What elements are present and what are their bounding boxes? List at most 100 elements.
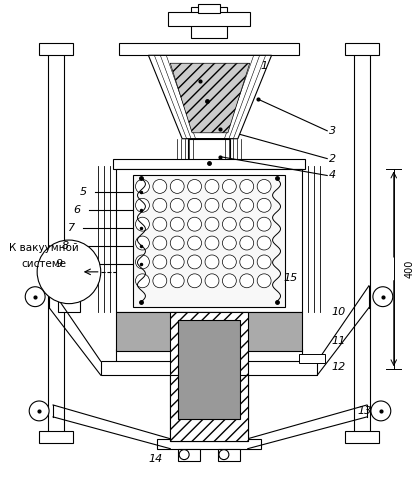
Circle shape [240, 198, 254, 212]
Circle shape [29, 401, 49, 421]
Bar [116, 168, 302, 312]
Circle shape [205, 236, 219, 250]
Text: 4: 4 [329, 170, 336, 180]
Circle shape [257, 198, 271, 212]
Circle shape [135, 217, 149, 231]
Bar [168, 12, 250, 26]
Bar [39, 431, 73, 442]
Bar [116, 350, 302, 363]
Circle shape [257, 274, 271, 287]
Circle shape [135, 236, 149, 250]
Circle shape [170, 274, 184, 287]
Circle shape [188, 180, 201, 194]
Circle shape [240, 180, 254, 194]
Circle shape [222, 255, 236, 269]
Text: К вакуумной: К вакуумной [9, 243, 79, 253]
Circle shape [170, 180, 184, 194]
Bar [345, 44, 379, 56]
Circle shape [222, 180, 236, 194]
Text: 6: 6 [74, 206, 81, 216]
Circle shape [170, 217, 184, 231]
Text: 15: 15 [283, 273, 298, 283]
Bar [345, 431, 379, 442]
Circle shape [170, 198, 184, 212]
Circle shape [188, 255, 201, 269]
Circle shape [205, 180, 219, 194]
Text: 5: 5 [80, 188, 87, 198]
Text: 13: 13 [357, 406, 371, 416]
Circle shape [188, 198, 201, 212]
Circle shape [240, 255, 254, 269]
Text: 11: 11 [331, 336, 345, 346]
Bar [218, 448, 240, 460]
Bar [299, 354, 325, 363]
Circle shape [373, 287, 393, 306]
Text: системе: системе [21, 259, 66, 269]
Text: 400: 400 [405, 260, 415, 278]
Bar [188, 138, 230, 166]
Bar [39, 44, 73, 56]
Circle shape [371, 401, 391, 421]
Circle shape [170, 255, 184, 269]
Circle shape [179, 450, 189, 460]
Bar [170, 312, 248, 440]
Bar [354, 44, 370, 434]
Bar [58, 242, 80, 254]
Bar [133, 176, 285, 306]
Text: 1: 1 [261, 61, 268, 71]
Polygon shape [170, 63, 250, 133]
Bar [101, 362, 317, 375]
Circle shape [135, 274, 149, 287]
Circle shape [170, 236, 184, 250]
Bar [48, 44, 64, 434]
Circle shape [257, 180, 271, 194]
Circle shape [135, 180, 149, 194]
Circle shape [135, 255, 149, 269]
Circle shape [219, 450, 229, 460]
Text: 3: 3 [329, 126, 336, 136]
Circle shape [205, 217, 219, 231]
Circle shape [222, 274, 236, 287]
Bar [119, 44, 299, 56]
Circle shape [240, 236, 254, 250]
Circle shape [153, 198, 167, 212]
Circle shape [153, 217, 167, 231]
Bar [58, 300, 80, 312]
Circle shape [188, 217, 201, 231]
Bar [198, 4, 220, 13]
Circle shape [205, 255, 219, 269]
Circle shape [135, 198, 149, 212]
Text: 14: 14 [148, 454, 163, 464]
Bar [191, 6, 227, 38]
Circle shape [240, 217, 254, 231]
Bar [178, 320, 240, 419]
Polygon shape [148, 56, 272, 138]
Circle shape [205, 274, 219, 287]
Circle shape [153, 180, 167, 194]
Text: 8: 8 [62, 241, 69, 251]
Bar [178, 448, 200, 460]
Circle shape [37, 240, 101, 304]
Text: 9: 9 [56, 259, 63, 269]
Circle shape [188, 274, 201, 287]
Circle shape [240, 274, 254, 287]
Text: 10: 10 [331, 306, 345, 316]
Bar [116, 312, 302, 352]
Circle shape [257, 217, 271, 231]
Circle shape [25, 287, 45, 306]
Circle shape [222, 217, 236, 231]
Circle shape [188, 236, 201, 250]
Circle shape [153, 236, 167, 250]
Bar [170, 375, 248, 440]
Text: 2: 2 [329, 154, 336, 164]
Circle shape [153, 255, 167, 269]
Text: 7: 7 [68, 223, 75, 233]
Circle shape [222, 198, 236, 212]
Circle shape [205, 198, 219, 212]
Circle shape [257, 236, 271, 250]
Circle shape [222, 236, 236, 250]
Text: 12: 12 [331, 362, 345, 372]
Circle shape [257, 255, 271, 269]
Bar [112, 158, 306, 168]
Bar [157, 438, 261, 448]
